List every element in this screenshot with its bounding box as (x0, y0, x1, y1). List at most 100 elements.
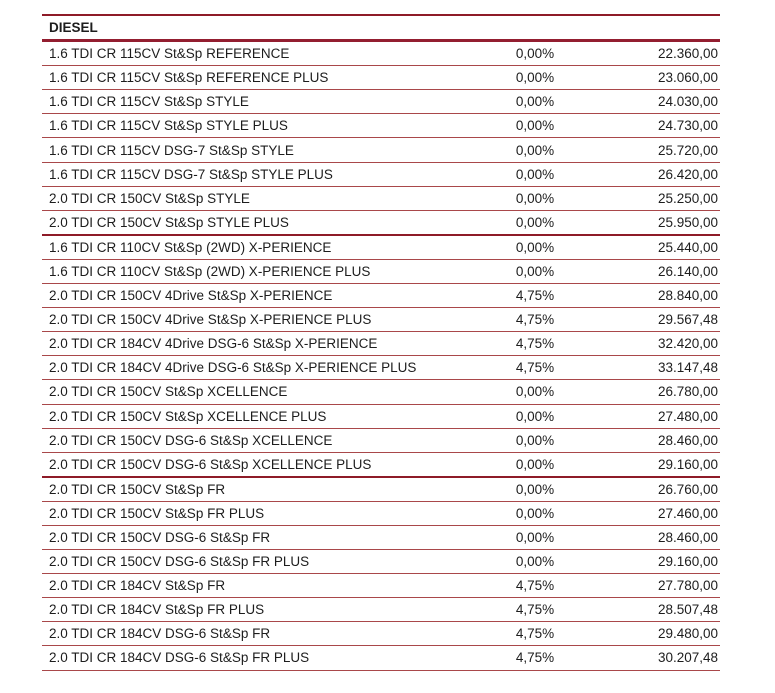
model-name-cell: 2.0 TDI CR 150CV St&Sp STYLE (49, 190, 250, 206)
table-row: 2.0 TDI CR 184CV 4Drive DSG-6 St&Sp X-PE… (42, 332, 720, 357)
discount-pct-cell: 4,75% (515, 578, 555, 594)
price-cell: 32.420,00 (657, 336, 718, 352)
model-name-cell: 1.6 TDI CR 115CV DSG-7 St&Sp STYLE (49, 142, 294, 158)
price-cell: 28.460,00 (657, 530, 718, 546)
discount-pct-cell: 0,00% (515, 505, 555, 521)
table-row: 2.0 TDI CR 150CV 4Drive St&Sp X-PERIENCE… (42, 308, 720, 333)
discount-pct-cell: 4,75% (515, 312, 555, 328)
model-name-cell: 2.0 TDI CR 184CV St&Sp FR (49, 578, 226, 594)
price-cell: 27.780,00 (657, 578, 718, 594)
table-row: 2.0 TDI CR 184CV St&Sp FR 4,75% 27.780,00 (42, 574, 720, 599)
model-name-cell: 2.0 TDI CR 184CV DSG-6 St&Sp FR (49, 626, 271, 642)
model-name-cell: 2.0 TDI CR 184CV 4Drive DSG-6 St&Sp X-PE… (49, 360, 417, 376)
price-cell: 23.060,00 (657, 70, 718, 86)
discount-pct-cell: 4,75% (515, 336, 555, 352)
table-row: 1.6 TDI CR 110CV St&Sp (2WD) X-PERIENCE … (42, 260, 720, 285)
table-row: 2.0 TDI CR 184CV DSG-6 St&Sp FR 4,75% 29.4… (42, 622, 720, 647)
model-name-cell: 2.0 TDI CR 150CV St&Sp FR PLUS (49, 505, 265, 521)
model-name-cell: 2.0 TDI CR 150CV St&Sp FR (49, 481, 226, 497)
table-row: 1.6 TDI CR 115CV DSG-7 St&Sp STYLE PLUS 0… (42, 163, 720, 187)
table-row: 2.0 TDI CR 150CV St&Sp STYLE PLUS 0,00% 25… (42, 211, 720, 236)
section-header-row: DIESEL (42, 16, 720, 43)
table-row: 1.6 TDI CR 115CV St&Sp STYLE 0,00% 24.030,… (42, 90, 720, 115)
table-row: 2.0 TDI CR 150CV St&Sp XCELLENCE PLUS 0,0… (42, 405, 720, 429)
price-cell: 29.480,00 (657, 626, 718, 642)
discount-pct-cell: 0,00% (515, 384, 555, 400)
table-row: 1.6 TDI CR 115CV St&Sp REFERENCE 0,00% 22.… (42, 42, 720, 67)
discount-pct-cell: 4,75% (515, 288, 555, 304)
discount-pct-cell: 4,75% (515, 626, 555, 642)
table-row: 2.0 TDI CR 184CV St&Sp FR PLUS 4,75% 28.50… (42, 598, 720, 623)
model-name-cell: 1.6 TDI CR 110CV St&Sp (2WD) X-PERIENCE (49, 239, 332, 255)
table-row: 2.0 TDI CR 150CV 4Drive St&Sp X-PERIENCE… (42, 284, 720, 309)
model-name-cell: 2.0 TDI CR 184CV DSG-6 St&Sp FR PLUS (49, 650, 310, 666)
table-row: 2.0 TDI CR 184CV 4Drive DSG-6 St&Sp X-PE… (42, 356, 720, 381)
price-table: DIESEL 1.6 TDI CR 115CV St&Sp REFERENCE 0… (42, 14, 720, 671)
table-row: 2.0 TDI CR 150CV DSG-6 St&Sp XCELLENCE 0,… (42, 429, 720, 453)
table-row: 2.0 TDI CR 150CV St&Sp FR 0,00% 26.760,00 (42, 478, 720, 502)
price-cell: 28.507,48 (657, 602, 718, 618)
table-row: 2.0 TDI CR 184CV DSG-6 St&Sp FR PLUS 4,75… (42, 646, 720, 671)
price-cell: 25.720,00 (657, 142, 718, 158)
price-cell: 29.567,48 (657, 312, 718, 328)
price-cell: 25.950,00 (657, 214, 718, 230)
price-cell: 29.160,00 (657, 456, 718, 472)
model-name-cell: 2.0 TDI CR 150CV DSG-6 St&Sp XCELLENCE (49, 432, 333, 448)
table-row: 1.6 TDI CR 115CV St&Sp REFERENCE PLUS 0,0… (42, 66, 720, 91)
price-cell: 28.460,00 (657, 432, 718, 448)
model-name-cell: 1.6 TDI CR 115CV St&Sp REFERENCE (49, 46, 290, 62)
model-name-cell: 2.0 TDI CR 184CV 4Drive DSG-6 St&Sp X-PE… (49, 336, 378, 352)
discount-pct-cell: 0,00% (515, 263, 555, 279)
price-cell: 26.780,00 (657, 384, 718, 400)
price-cell: 26.420,00 (657, 166, 718, 182)
model-name-cell: 2.0 TDI CR 150CV St&Sp XCELLENCE PLUS (49, 408, 327, 424)
discount-pct-cell: 0,00% (515, 166, 555, 182)
model-name-cell: 2.0 TDI CR 150CV DSG-6 St&Sp FR PLUS (49, 554, 310, 570)
price-cell: 29.160,00 (657, 554, 718, 570)
discount-pct-cell: 0,00% (515, 118, 555, 134)
price-cell: 25.440,00 (657, 239, 718, 255)
table-row: 2.0 TDI CR 150CV DSG-6 St&Sp FR 0,00% 28.4… (42, 526, 720, 551)
price-cell: 30.207,48 (657, 650, 718, 666)
discount-pct-cell: 0,00% (515, 46, 555, 62)
discount-pct-cell: 0,00% (515, 530, 555, 546)
table-row: 2.0 TDI CR 150CV St&Sp XCELLENCE 0,00% 26.… (42, 380, 720, 405)
discount-pct-cell: 0,00% (515, 432, 555, 448)
discount-pct-cell: 0,00% (515, 408, 555, 424)
model-name-cell: 2.0 TDI CR 150CV 4Drive St&Sp X-PERIENCE (49, 288, 333, 304)
model-name-cell: 2.0 TDI CR 150CV DSG-6 St&Sp FR (49, 530, 271, 546)
discount-pct-cell: 0,00% (515, 142, 555, 158)
discount-pct-cell: 4,75% (515, 602, 555, 618)
model-name-cell: 2.0 TDI CR 150CV 4Drive St&Sp X-PERIENCE… (49, 312, 372, 328)
discount-pct-cell: 0,00% (515, 70, 555, 86)
model-name-cell: 1.6 TDI CR 115CV DSG-7 St&Sp STYLE PLUS (49, 166, 333, 182)
table-row: 2.0 TDI CR 150CV St&Sp FR PLUS 0,00% 27.46… (42, 502, 720, 526)
table-row: 1.6 TDI CR 115CV St&Sp STYLE PLUS 0,00% 24… (42, 114, 720, 139)
price-cell: 28.840,00 (657, 288, 718, 304)
section-title: DIESEL (49, 20, 98, 36)
model-name-cell: 2.0 TDI CR 150CV St&Sp STYLE PLUS (49, 214, 289, 230)
discount-pct-cell: 0,00% (515, 214, 555, 230)
table-row: 2.0 TDI CR 150CV DSG-6 St&Sp XCELLENCE P… (42, 453, 720, 478)
table-row: 2.0 TDI CR 150CV St&Sp STYLE 0,00% 25.250,… (42, 187, 720, 211)
discount-pct-cell: 0,00% (515, 456, 555, 472)
model-name-cell: 1.6 TDI CR 115CV St&Sp STYLE PLUS (49, 118, 288, 134)
model-name-cell: 1.6 TDI CR 115CV St&Sp REFERENCE PLUS (49, 70, 329, 86)
price-cell: 24.030,00 (657, 94, 718, 110)
price-cell: 27.480,00 (657, 408, 718, 424)
price-cell: 22.360,00 (657, 46, 718, 62)
table-row: 2.0 TDI CR 150CV DSG-6 St&Sp FR PLUS 0,00… (42, 550, 720, 575)
price-cell: 27.460,00 (657, 505, 718, 521)
model-name-cell: 2.0 TDI CR 150CV St&Sp XCELLENCE (49, 384, 288, 400)
discount-pct-cell: 4,75% (515, 360, 555, 376)
price-cell: 26.140,00 (657, 263, 718, 279)
table-row: 1.6 TDI CR 115CV DSG-7 St&Sp STYLE 0,00% 2… (42, 138, 720, 163)
discount-pct-cell: 4,75% (515, 650, 555, 666)
model-name-cell: 1.6 TDI CR 110CV St&Sp (2WD) X-PERIENCE … (49, 263, 371, 279)
table-row: 1.6 TDI CR 110CV St&Sp (2WD) X-PERIENCE 0… (42, 236, 720, 260)
discount-pct-cell: 0,00% (515, 190, 555, 206)
price-cell: 26.760,00 (657, 481, 718, 497)
model-name-cell: 2.0 TDI CR 184CV St&Sp FR PLUS (49, 602, 265, 618)
price-cell: 25.250,00 (657, 190, 718, 206)
price-cell: 33.147,48 (657, 360, 718, 376)
